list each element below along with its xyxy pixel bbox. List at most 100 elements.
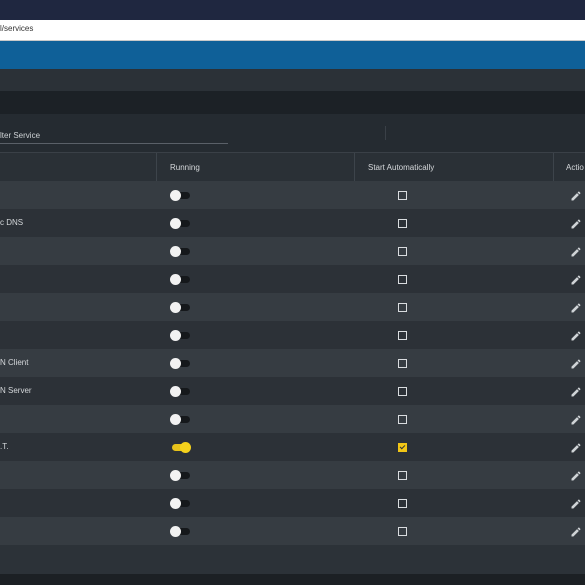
table-row <box>0 489 585 517</box>
pencil-icon[interactable] <box>570 357 582 369</box>
toggle-track <box>172 220 190 227</box>
start-automatically-checkbox[interactable] <box>398 471 407 480</box>
pencil-icon[interactable] <box>570 217 582 229</box>
table-row: N Client <box>0 349 585 377</box>
address-url[interactable]: l/services <box>0 24 34 33</box>
start-automatically-checkbox[interactable] <box>398 331 407 340</box>
toggle-knob <box>170 302 181 313</box>
toggle-track <box>172 416 190 423</box>
table-footer <box>0 545 585 574</box>
toggle-track <box>172 500 190 507</box>
running-toggle[interactable] <box>170 190 190 201</box>
table-row: c DNS <box>0 209 585 237</box>
service-name: .T. <box>0 442 9 451</box>
filter-service-input[interactable] <box>0 128 228 144</box>
pencil-icon[interactable] <box>570 189 582 201</box>
running-toggle[interactable] <box>170 358 190 369</box>
running-toggle[interactable] <box>170 414 190 425</box>
start-automatically-checkbox[interactable] <box>398 359 407 368</box>
column-header-start-automatically[interactable]: Start Automatically <box>368 163 435 172</box>
toolbar-bar <box>0 91 585 114</box>
toggle-track <box>172 528 190 535</box>
toggle-track <box>172 248 190 255</box>
table-row <box>0 321 585 349</box>
table-row <box>0 265 585 293</box>
toggle-knob <box>170 274 181 285</box>
running-toggle[interactable] <box>170 218 190 229</box>
start-automatically-checkbox[interactable] <box>398 275 407 284</box>
toggle-knob <box>170 358 181 369</box>
running-toggle[interactable] <box>170 302 190 313</box>
table-row: N Server <box>0 377 585 405</box>
toggle-track <box>172 332 190 339</box>
start-automatically-checkbox[interactable] <box>398 499 407 508</box>
running-toggle[interactable] <box>170 470 190 481</box>
service-name: c DNS <box>0 218 24 227</box>
services-table-body: c DNS N Client N Server .T. <box>0 181 585 545</box>
pencil-icon[interactable] <box>570 497 582 509</box>
toolbar-divider <box>385 126 386 140</box>
table-row: .T. <box>0 433 585 461</box>
running-toggle[interactable] <box>170 246 190 257</box>
toggle-knob <box>170 414 181 425</box>
pencil-icon[interactable] <box>570 301 582 313</box>
start-automatically-checkbox[interactable] <box>398 387 407 396</box>
start-automatically-checkbox[interactable] <box>398 219 407 228</box>
toggle-track <box>172 360 190 367</box>
start-automatically-checkbox[interactable] <box>398 443 407 452</box>
pencil-icon[interactable] <box>570 525 582 537</box>
start-automatically-checkbox[interactable] <box>398 303 407 312</box>
pencil-icon[interactable] <box>570 469 582 481</box>
pencil-icon[interactable] <box>570 441 582 453</box>
start-automatically-checkbox[interactable] <box>398 415 407 424</box>
toggle-knob <box>170 526 181 537</box>
running-toggle[interactable] <box>170 442 191 453</box>
start-automatically-checkbox[interactable] <box>398 191 407 200</box>
service-name: N Client <box>0 358 29 367</box>
browser-top-bar <box>0 0 585 20</box>
start-automatically-checkbox[interactable] <box>398 527 407 536</box>
secondary-nav-bar <box>0 69 585 91</box>
toggle-knob <box>170 246 181 257</box>
pencil-icon[interactable] <box>570 413 582 425</box>
toggle-track <box>172 472 190 479</box>
running-toggle[interactable] <box>170 526 190 537</box>
table-row <box>0 237 585 265</box>
toggle-track <box>172 388 190 395</box>
toggle-track <box>172 304 190 311</box>
services-table-header: Running Start Automatically Actio <box>0 152 585 182</box>
pencil-icon[interactable] <box>570 385 582 397</box>
app-header <box>0 41 585 69</box>
column-separator <box>553 153 554 182</box>
table-row <box>0 405 585 433</box>
toggle-knob <box>180 442 191 453</box>
filter-toolbar <box>0 114 585 152</box>
toggle-knob <box>170 470 181 481</box>
toggle-track <box>172 276 190 283</box>
start-automatically-checkbox[interactable] <box>398 247 407 256</box>
page-footer <box>0 574 585 585</box>
toggle-track <box>172 192 190 199</box>
address-bar[interactable]: l/services <box>0 20 585 41</box>
running-toggle[interactable] <box>170 386 190 397</box>
pencil-icon[interactable] <box>570 245 582 257</box>
running-toggle[interactable] <box>170 498 190 509</box>
column-separator <box>156 153 157 182</box>
table-row <box>0 461 585 489</box>
column-header-actions: Actio <box>566 163 584 172</box>
running-toggle[interactable] <box>170 274 190 285</box>
pencil-icon[interactable] <box>570 329 582 341</box>
service-name: N Server <box>0 386 32 395</box>
column-header-running[interactable]: Running <box>170 163 200 172</box>
table-row <box>0 517 585 545</box>
pencil-icon[interactable] <box>570 273 582 285</box>
table-row <box>0 181 585 209</box>
toggle-knob <box>170 386 181 397</box>
toggle-knob <box>170 218 181 229</box>
table-row <box>0 293 585 321</box>
column-separator <box>354 153 355 182</box>
toggle-knob <box>170 330 181 341</box>
toggle-knob <box>170 498 181 509</box>
toggle-knob <box>170 190 181 201</box>
running-toggle[interactable] <box>170 330 190 341</box>
